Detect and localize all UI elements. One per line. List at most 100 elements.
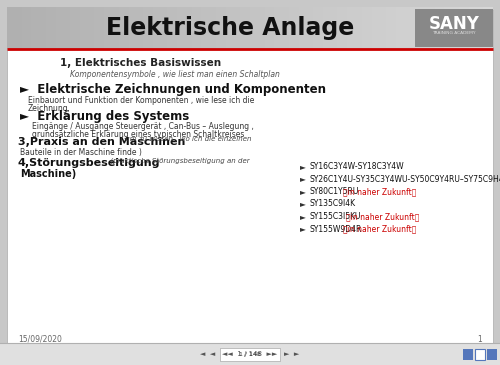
Text: grundsätzliche Erklärung eines typischen Schaltkreises: grundsätzliche Erklärung eines typischen…: [32, 130, 244, 139]
Bar: [415, 7, 420, 49]
Bar: [206, 7, 211, 49]
Bar: [56, 7, 60, 49]
Bar: [182, 7, 187, 49]
Bar: [444, 7, 450, 49]
Bar: [454, 7, 459, 49]
Bar: [478, 7, 484, 49]
Bar: [177, 7, 182, 49]
Bar: [70, 7, 75, 49]
Bar: [362, 7, 366, 49]
Text: 15/09/2020: 15/09/2020: [18, 335, 62, 344]
Bar: [328, 7, 332, 49]
Text: ◄  ◄: ◄ ◄: [200, 351, 216, 357]
Text: ►  Erklärung des Systems: ► Erklärung des Systems: [20, 110, 189, 123]
Bar: [338, 7, 342, 49]
Bar: [245, 7, 250, 49]
Bar: [226, 7, 230, 49]
Text: Maschine): Maschine): [20, 169, 76, 179]
Bar: [463, 349, 473, 360]
Bar: [32, 7, 36, 49]
Bar: [26, 7, 32, 49]
Bar: [475, 349, 485, 360]
Text: ►: ►: [300, 224, 306, 234]
Bar: [332, 7, 338, 49]
Bar: [484, 7, 488, 49]
Bar: [153, 7, 158, 49]
Text: SY26C1Y4U-SY35C3Y4WU-SY50C9Y4RU–SY75C9H4K: SY26C1Y4U-SY35C3Y4WU-SY50C9Y4RU–SY75C9H4…: [310, 174, 500, 184]
Bar: [440, 7, 444, 49]
Bar: [138, 7, 143, 49]
Bar: [352, 7, 357, 49]
Text: SY135C9I4K: SY135C9I4K: [310, 200, 356, 208]
Bar: [168, 7, 172, 49]
Text: Eingänge / Ausgänge Steuergerät , Can-Bus – Auslegung ,: Eingänge / Ausgänge Steuergerät , Can-Bu…: [32, 122, 254, 131]
Text: Komponentensymbole , wie liest man einen Schaltplan: Komponentensymbole , wie liest man einen…: [70, 70, 280, 79]
Text: SY155W9D4R: SY155W9D4R: [310, 224, 362, 234]
Text: 1: 1: [477, 335, 482, 344]
Text: SY16C3Y4W-SY18C3Y4W: SY16C3Y4W-SY18C3Y4W: [310, 162, 404, 171]
Bar: [236, 7, 240, 49]
Bar: [400, 7, 406, 49]
Bar: [255, 7, 260, 49]
Bar: [468, 7, 473, 49]
Bar: [425, 7, 430, 49]
Bar: [415, 9, 493, 47]
Text: ◄◄  1 / 148  ►►: ◄◄ 1 / 148 ►►: [222, 351, 278, 357]
Bar: [22, 7, 26, 49]
Bar: [260, 7, 264, 49]
Bar: [434, 7, 440, 49]
Bar: [420, 7, 425, 49]
Bar: [119, 7, 124, 49]
Bar: [12, 7, 16, 49]
Bar: [342, 7, 347, 49]
Bar: [128, 7, 134, 49]
Bar: [16, 7, 21, 49]
Bar: [41, 7, 46, 49]
Text: ►  Elektrische Zeichnungen und Komponenten: ► Elektrische Zeichnungen und Komponente…: [20, 83, 326, 96]
Bar: [406, 7, 410, 49]
Text: (praktische Störungsbeseitigung an der: (praktische Störungsbeseitigung an der: [108, 157, 250, 164]
Text: Bauteile in der Maschine finde ): Bauteile in der Maschine finde ): [20, 148, 142, 157]
Bar: [192, 7, 196, 49]
Bar: [264, 7, 270, 49]
Bar: [94, 7, 100, 49]
Bar: [294, 7, 298, 49]
Text: ►  ►: ► ►: [284, 351, 300, 357]
Bar: [50, 7, 56, 49]
Bar: [36, 7, 41, 49]
Bar: [90, 7, 94, 49]
Bar: [66, 7, 70, 49]
Text: 1, Elektrisches Basiswissen: 1, Elektrisches Basiswissen: [60, 58, 221, 68]
Bar: [124, 7, 128, 49]
Text: ►: ►: [300, 162, 306, 171]
Bar: [7, 7, 12, 49]
Bar: [216, 7, 221, 49]
Bar: [381, 7, 386, 49]
Bar: [100, 7, 104, 49]
Bar: [376, 7, 381, 49]
Bar: [298, 7, 304, 49]
Bar: [347, 7, 352, 49]
Bar: [396, 7, 400, 49]
Bar: [158, 7, 162, 49]
Bar: [308, 7, 313, 49]
Bar: [46, 7, 50, 49]
Bar: [104, 7, 109, 49]
Bar: [0, 343, 500, 365]
Bar: [220, 348, 280, 361]
Bar: [304, 7, 308, 49]
Bar: [450, 7, 454, 49]
Text: Elektrische Anlage: Elektrische Anlage: [106, 16, 354, 40]
Text: SY80C1Y5RU: SY80C1Y5RU: [310, 187, 360, 196]
Bar: [318, 7, 323, 49]
Bar: [289, 7, 294, 49]
Text: SANY: SANY: [428, 15, 480, 33]
Bar: [7, 7, 493, 49]
Bar: [474, 7, 478, 49]
Text: ►: ►: [300, 174, 306, 184]
Bar: [323, 7, 328, 49]
Text: ►: ►: [300, 212, 306, 221]
Bar: [221, 7, 226, 49]
Text: ( um zu wissen , wo ich die einzelnen: ( um zu wissen , wo ich die einzelnen: [118, 136, 252, 142]
Bar: [148, 7, 153, 49]
